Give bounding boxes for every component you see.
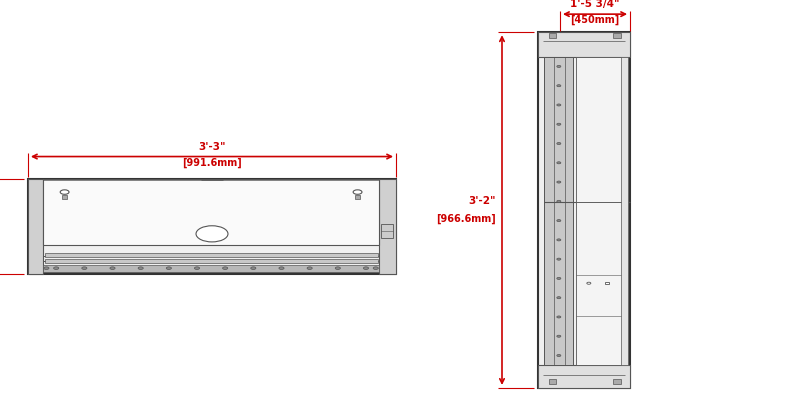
Circle shape (557, 162, 561, 164)
Bar (614, 379, 621, 384)
Bar (381, 224, 393, 238)
Circle shape (60, 190, 69, 194)
Circle shape (557, 316, 561, 318)
Bar (45, 253, 378, 257)
Circle shape (557, 65, 561, 67)
Bar (42, 179, 379, 245)
Bar (543, 57, 573, 365)
Bar (538, 32, 630, 388)
Bar (549, 33, 557, 38)
Circle shape (557, 297, 561, 299)
Circle shape (557, 239, 561, 241)
Circle shape (110, 267, 115, 269)
Bar (605, 282, 610, 284)
Circle shape (353, 190, 362, 194)
Circle shape (557, 335, 561, 337)
Circle shape (557, 85, 561, 87)
Circle shape (373, 267, 378, 269)
Bar (28, 179, 42, 274)
Circle shape (307, 267, 312, 269)
Bar (42, 265, 379, 272)
Circle shape (44, 267, 49, 269)
Text: 3'-2": 3'-2" (468, 196, 495, 206)
Bar (355, 195, 360, 198)
Bar (538, 365, 630, 388)
Circle shape (587, 282, 591, 284)
Circle shape (557, 143, 561, 145)
Circle shape (335, 267, 340, 269)
Bar (576, 202, 628, 365)
Text: [966.6mm]: [966.6mm] (436, 214, 495, 224)
Circle shape (557, 181, 561, 183)
Circle shape (82, 267, 87, 269)
Circle shape (557, 258, 561, 260)
Circle shape (194, 267, 199, 269)
Bar (621, 57, 628, 365)
Bar (28, 179, 396, 274)
Bar (614, 33, 621, 38)
Circle shape (557, 278, 561, 280)
Bar (379, 179, 396, 274)
Bar (576, 57, 628, 202)
Text: [450mm]: [450mm] (570, 15, 620, 25)
Bar (45, 259, 378, 263)
Circle shape (557, 220, 561, 222)
Circle shape (166, 267, 171, 269)
Bar (549, 379, 557, 384)
Circle shape (557, 123, 561, 125)
Circle shape (54, 267, 58, 269)
Circle shape (196, 226, 228, 242)
Bar (62, 195, 67, 198)
Circle shape (138, 267, 143, 269)
Circle shape (250, 267, 256, 269)
Circle shape (557, 200, 561, 202)
Circle shape (557, 354, 561, 356)
Bar (538, 32, 630, 57)
Circle shape (222, 267, 228, 269)
Text: [991.6mm]: [991.6mm] (182, 157, 242, 168)
Circle shape (279, 267, 284, 269)
Text: 1'-5 3/4": 1'-5 3/4" (570, 0, 620, 9)
Circle shape (557, 104, 561, 106)
Text: 3'-3": 3'-3" (198, 142, 226, 152)
Circle shape (363, 267, 369, 269)
